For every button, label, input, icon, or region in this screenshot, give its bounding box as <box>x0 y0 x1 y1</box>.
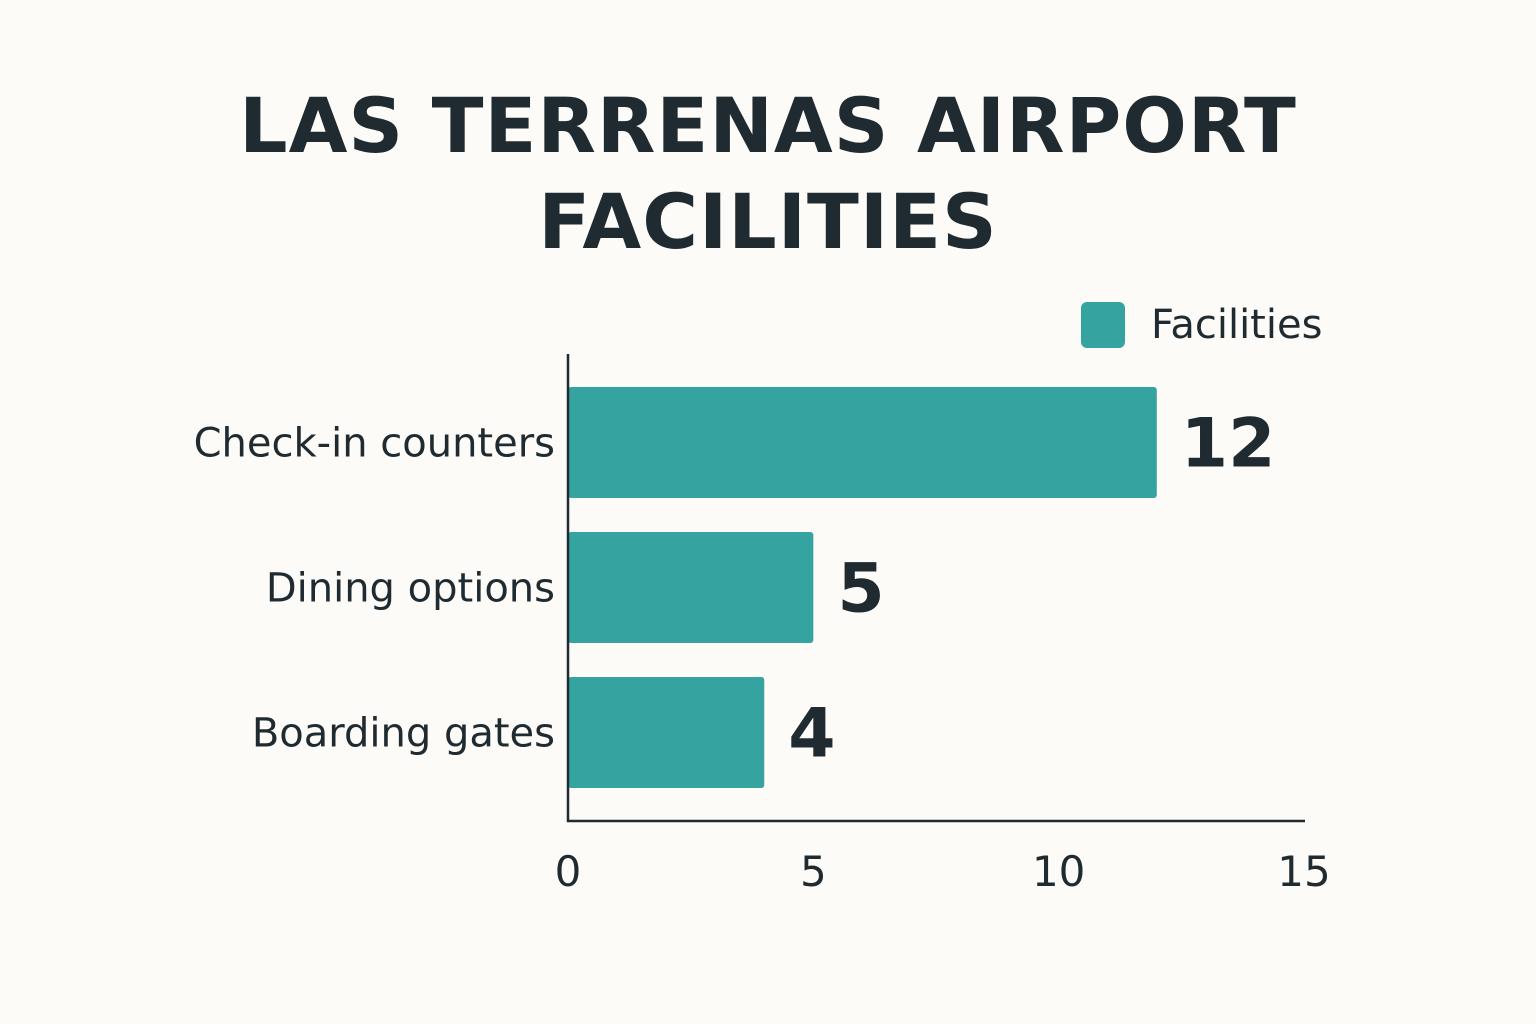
data-label-dining-options: 5 <box>837 550 884 629</box>
bar-dining-options <box>568 532 814 643</box>
data-label-check-in-counters: 12 <box>1181 405 1276 484</box>
chart-title: LAS TERRENAS AIRPORT FACILITIES <box>0 78 1536 270</box>
chart-title-line-1: LAS TERRENAS AIRPORT <box>239 81 1297 170</box>
x-tick-label-10: 10 <box>1032 847 1085 896</box>
x-tick-label-15: 15 <box>1277 847 1330 896</box>
data-label-boarding-gates: 4 <box>788 695 835 774</box>
category-label-dining-options: Dining options <box>266 566 555 612</box>
bar-check-in-counters <box>568 387 1157 498</box>
legend-label: Facilities <box>1151 302 1323 348</box>
category-label-boarding-gates: Boarding gates <box>252 711 555 757</box>
category-labels-group: Check-in counters Dining options Boarding … <box>194 421 555 757</box>
legend-swatch <box>1081 302 1125 348</box>
x-tick-labels-group: 0 5 10 15 <box>555 847 1331 896</box>
data-labels-group: 12 54 <box>788 405 1275 774</box>
bars-group <box>568 387 1157 788</box>
x-tick-label-0: 0 <box>555 847 582 896</box>
x-tick-label-5: 5 <box>800 847 827 896</box>
chart-title-line-2: FACILITIES <box>538 177 998 266</box>
category-label-check-in-counters: Check-in counters <box>194 421 555 467</box>
bar-boarding-gates <box>568 677 765 788</box>
legend: Facilities <box>1081 300 1322 350</box>
